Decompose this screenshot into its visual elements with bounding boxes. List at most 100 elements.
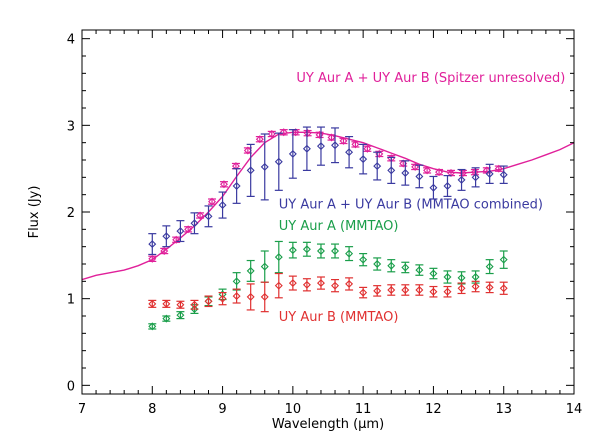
data-point bbox=[316, 142, 325, 151]
data-point bbox=[162, 314, 171, 323]
data-point bbox=[148, 322, 157, 331]
data-point bbox=[457, 273, 466, 282]
data-point bbox=[255, 135, 264, 144]
data-point bbox=[485, 262, 494, 271]
data-point bbox=[415, 172, 424, 181]
data-point bbox=[267, 130, 276, 138]
data-point bbox=[331, 281, 340, 290]
data-point bbox=[160, 247, 169, 255]
data-point bbox=[494, 164, 503, 173]
data-point bbox=[457, 175, 466, 184]
data-point bbox=[190, 219, 199, 228]
data-point bbox=[429, 183, 438, 192]
data-point bbox=[232, 182, 241, 190]
data-point bbox=[485, 169, 494, 178]
data-point bbox=[176, 227, 185, 236]
data-point bbox=[279, 128, 288, 137]
data-point bbox=[302, 280, 311, 289]
x-tick-label: 9 bbox=[218, 402, 226, 417]
data-point bbox=[176, 300, 185, 309]
data-point bbox=[315, 130, 324, 139]
data-point bbox=[316, 247, 325, 255]
y-tick-label: 3 bbox=[67, 119, 75, 134]
data-point bbox=[162, 232, 171, 241]
data-point bbox=[429, 287, 438, 296]
data-point bbox=[499, 255, 508, 264]
data-point bbox=[387, 286, 396, 294]
data-point bbox=[302, 144, 311, 153]
data-point bbox=[401, 286, 410, 294]
data-point bbox=[291, 128, 300, 137]
data-point bbox=[288, 149, 297, 158]
data-point bbox=[274, 253, 283, 262]
data-point bbox=[148, 299, 157, 308]
data-point bbox=[246, 292, 255, 301]
data-point bbox=[218, 294, 227, 303]
data-point bbox=[208, 197, 217, 206]
data-point bbox=[401, 169, 410, 177]
data-point bbox=[471, 282, 480, 291]
data-point bbox=[345, 148, 354, 157]
data-point bbox=[196, 211, 205, 220]
x-tick-label: 11 bbox=[355, 402, 372, 417]
data-point bbox=[172, 235, 181, 244]
data-point bbox=[429, 269, 438, 278]
y-tick-label: 0 bbox=[67, 379, 75, 394]
x-tick-label: 12 bbox=[425, 402, 442, 417]
data-point bbox=[387, 261, 396, 270]
series-label: UY Aur B (MMTAO) bbox=[279, 310, 399, 325]
data-point bbox=[243, 146, 252, 155]
data-point bbox=[485, 283, 494, 292]
data-point bbox=[435, 168, 444, 177]
data-point bbox=[499, 170, 508, 179]
data-point bbox=[176, 311, 185, 320]
y-tick-label: 2 bbox=[67, 206, 75, 221]
data-point bbox=[218, 201, 227, 210]
data-point bbox=[415, 286, 424, 294]
data-point bbox=[339, 136, 348, 145]
data-point bbox=[232, 277, 241, 286]
series-label: UY Aur A (MMTAO) bbox=[279, 219, 399, 234]
x-axis-title: Wavelength (μm) bbox=[272, 417, 384, 432]
data-point bbox=[359, 155, 368, 164]
data-point bbox=[260, 262, 269, 271]
data-point bbox=[190, 305, 199, 314]
data-point bbox=[288, 246, 297, 255]
data-point bbox=[458, 169, 467, 177]
data-point bbox=[415, 266, 424, 275]
data-point bbox=[411, 162, 420, 171]
data-point bbox=[331, 247, 340, 255]
data-point bbox=[288, 279, 297, 288]
data-point bbox=[204, 212, 213, 221]
data-point bbox=[359, 255, 368, 264]
data-point bbox=[232, 292, 241, 301]
y-tick-label: 1 bbox=[67, 293, 75, 308]
data-point bbox=[148, 240, 157, 249]
series-label: UY Aur A + UY Aur B (MMTAO combined) bbox=[279, 198, 543, 213]
data-point bbox=[274, 281, 283, 290]
data-point bbox=[351, 140, 360, 149]
data-point bbox=[303, 129, 312, 138]
x-tick-label: 10 bbox=[285, 402, 302, 417]
data-point bbox=[373, 162, 382, 171]
data-point bbox=[373, 286, 382, 295]
data-point bbox=[443, 182, 452, 190]
data-point bbox=[184, 225, 193, 234]
data-point bbox=[499, 284, 508, 293]
data-point bbox=[401, 263, 410, 272]
data-point bbox=[327, 133, 336, 142]
data-point bbox=[204, 297, 213, 306]
data-point bbox=[443, 273, 452, 281]
data-point bbox=[387, 166, 396, 175]
data-point bbox=[457, 284, 466, 293]
data-point bbox=[443, 287, 452, 296]
data-point bbox=[260, 162, 269, 171]
x-tick-label: 13 bbox=[495, 402, 512, 417]
x-tick-label: 7 bbox=[78, 402, 86, 417]
data-point bbox=[345, 279, 354, 288]
data-point bbox=[219, 180, 228, 189]
data-point bbox=[316, 279, 325, 288]
y-tick-label: 4 bbox=[67, 33, 75, 48]
data-point bbox=[423, 166, 432, 175]
